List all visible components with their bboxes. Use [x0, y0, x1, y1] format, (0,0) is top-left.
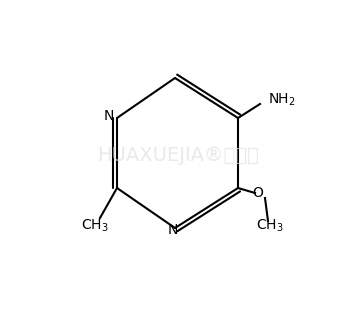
- Text: N: N: [104, 109, 114, 123]
- Text: N: N: [168, 223, 178, 237]
- Text: CH$_3$: CH$_3$: [81, 218, 109, 234]
- Text: HUAXUEJIA®化学加: HUAXUEJIA®化学加: [97, 146, 259, 164]
- Text: CH$_3$: CH$_3$: [256, 218, 284, 234]
- Text: NH$_2$: NH$_2$: [268, 92, 296, 108]
- Text: O: O: [252, 186, 263, 200]
